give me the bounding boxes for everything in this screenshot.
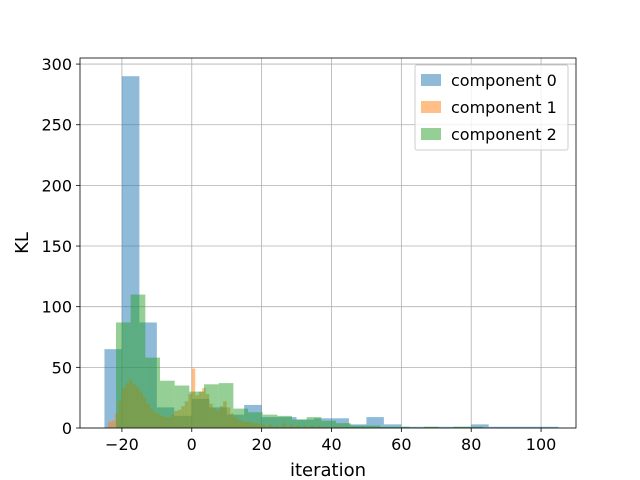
x-tick-label: 100 bbox=[526, 435, 557, 454]
histogram-bar bbox=[277, 415, 293, 428]
histogram-bar bbox=[468, 426, 483, 428]
y-tick-label: 300 bbox=[41, 55, 72, 74]
y-tick-label: 50 bbox=[52, 358, 72, 377]
histogram-bar bbox=[248, 412, 263, 428]
legend: component 0 component 1 component 2 bbox=[414, 64, 569, 151]
y-tick-label: 250 bbox=[41, 116, 72, 135]
histogram-bar bbox=[218, 383, 234, 428]
histogram-bar bbox=[145, 357, 160, 428]
x-tick-label: 0 bbox=[187, 435, 197, 454]
histogram-bar bbox=[331, 418, 349, 428]
histogram-bar bbox=[350, 425, 366, 428]
histogram-bars bbox=[104, 76, 559, 429]
histogram-bar bbox=[380, 426, 395, 428]
legend-swatch bbox=[421, 74, 441, 86]
y-tick-label: 150 bbox=[41, 237, 72, 256]
legend-label: component 2 bbox=[451, 125, 557, 144]
plot-frame bbox=[79, 57, 577, 429]
legend-swatch bbox=[421, 101, 441, 113]
histogram-bar bbox=[111, 420, 115, 428]
legend-label: component 0 bbox=[451, 71, 557, 90]
histogram-bar bbox=[541, 426, 559, 428]
histogram-bar bbox=[115, 322, 131, 428]
histogram-bar bbox=[383, 424, 402, 428]
histogram-bar bbox=[130, 294, 146, 428]
legend-swatch bbox=[421, 128, 441, 140]
x-tick-label: 80 bbox=[461, 435, 481, 454]
series-2-bars bbox=[115, 294, 483, 428]
histogram-bar bbox=[453, 426, 469, 428]
histogram-bar bbox=[306, 417, 322, 428]
y-tick-label: 200 bbox=[41, 176, 72, 195]
histogram-bar bbox=[336, 423, 351, 428]
histogram-bar bbox=[365, 425, 381, 428]
x-tick-label: 20 bbox=[251, 435, 271, 454]
histogram-bar bbox=[394, 426, 410, 428]
histogram-bar bbox=[424, 426, 439, 428]
histogram-bar bbox=[189, 391, 204, 428]
histogram-bar bbox=[506, 426, 524, 428]
y-tick-label: 100 bbox=[41, 298, 72, 317]
x-tick-label: 40 bbox=[321, 435, 341, 454]
histogram-bar bbox=[366, 417, 384, 428]
y-axis-label: KL bbox=[12, 232, 33, 254]
histogram-bar bbox=[401, 426, 419, 428]
histogram-bar bbox=[292, 419, 307, 428]
x-tick-label: 60 bbox=[391, 435, 411, 454]
histogram-bar bbox=[107, 421, 112, 428]
y-tick-label: 0 bbox=[62, 419, 72, 438]
histogram-bar bbox=[321, 420, 337, 428]
histogram-bar bbox=[159, 380, 175, 428]
histogram-bar bbox=[262, 414, 278, 428]
y-axis-ticks: 0 50 100 150 200 250 300 bbox=[41, 55, 80, 438]
histogram-bar bbox=[436, 426, 454, 428]
histogram-bar bbox=[523, 426, 542, 428]
histogram-bar bbox=[471, 424, 489, 428]
x-axis-label: iteration bbox=[290, 460, 366, 480]
histogram-bar bbox=[488, 426, 507, 428]
x-tick-label: −20 bbox=[105, 435, 139, 454]
histogram-bar bbox=[233, 408, 249, 428]
histogram-bar bbox=[174, 385, 190, 428]
legend-box bbox=[414, 64, 569, 151]
legend-label: component 1 bbox=[451, 98, 557, 117]
histogram-bar bbox=[204, 384, 219, 428]
x-axis-ticks: −20 0 20 40 60 80 100 bbox=[105, 428, 556, 454]
